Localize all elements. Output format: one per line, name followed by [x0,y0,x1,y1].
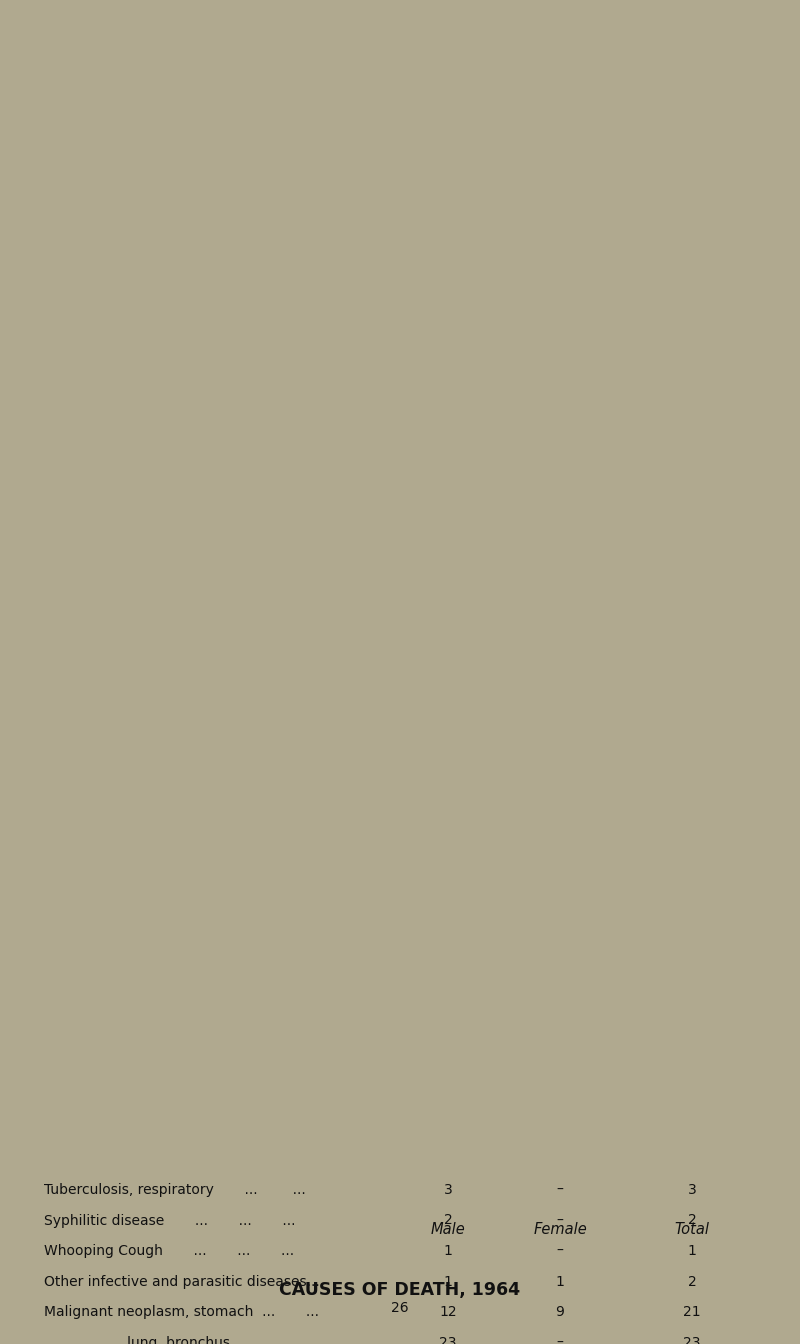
Text: –: – [557,1214,563,1227]
Text: Male: Male [430,1223,466,1238]
Text: 2: 2 [688,1274,696,1289]
Text: Female: Female [533,1223,587,1238]
Text: –: – [557,1183,563,1198]
Text: 3: 3 [688,1183,696,1198]
Text: 1: 1 [443,1274,453,1289]
Text: 21: 21 [683,1305,701,1318]
Text: Tuberculosis, respiratory       ...        ...: Tuberculosis, respiratory ... ... [44,1183,306,1198]
Text: 2: 2 [444,1214,452,1227]
Text: 3: 3 [444,1183,452,1198]
Text: Malignant neoplasm, stomach  ...       ...: Malignant neoplasm, stomach ... ... [44,1305,319,1318]
Text: Whooping Cough       ...       ...       ...: Whooping Cough ... ... ... [44,1245,294,1258]
Text: 2: 2 [688,1214,696,1227]
Text: 23: 23 [439,1336,457,1344]
Text: CAUSES OF DEATH, 1964: CAUSES OF DEATH, 1964 [279,1281,521,1300]
Text: –: – [557,1336,563,1344]
Text: ,,       ,,        lung, bronchus  ...: ,, ,, lung, bronchus ... [44,1336,252,1344]
Text: 1: 1 [687,1245,697,1258]
Text: Syphilitic disease       ...       ...       ...: Syphilitic disease ... ... ... [44,1214,295,1227]
Text: 9: 9 [555,1305,565,1318]
Text: 1: 1 [555,1274,565,1289]
Text: 12: 12 [439,1305,457,1318]
Text: 26: 26 [391,1301,409,1314]
Text: Other infective and parasitic diseases...: Other infective and parasitic diseases..… [44,1274,320,1289]
Text: 23: 23 [683,1336,701,1344]
Text: –: – [557,1245,563,1258]
Text: 1: 1 [443,1245,453,1258]
Text: Total: Total [674,1223,710,1238]
